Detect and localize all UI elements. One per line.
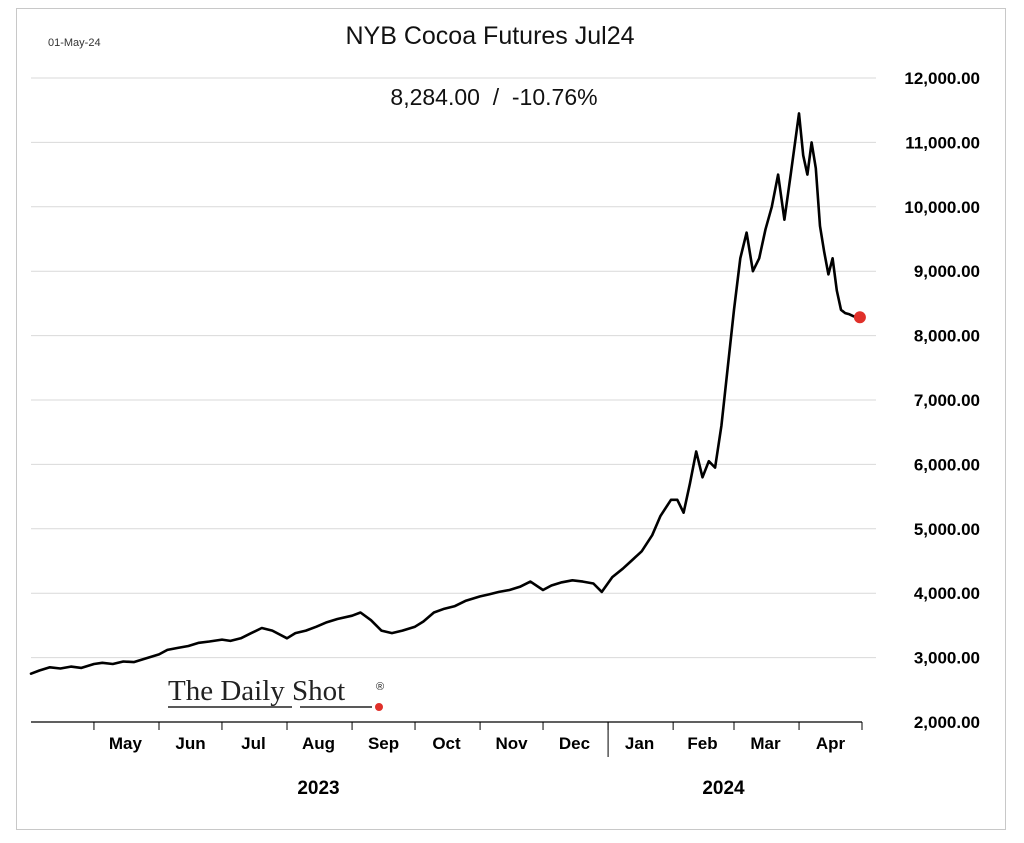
year-label: 2024 [702,778,745,799]
y-tick-labels: 2,000.00 3,000.00 4,000.00 5,000.00 6,000.00… [904,69,980,732]
y-tick-label: 12,000.00 [904,69,980,88]
x-tick-label: Dec [559,734,590,753]
x-tick-label: Nov [495,734,528,753]
date-stamp: 01-May-24 [48,37,101,49]
last-price-marker [853,311,866,324]
x-tick-label: Jul [241,734,266,753]
y-tick-label: 11,000.00 [905,133,980,152]
chart-frame [16,8,1006,830]
x-tick-label: Aug [302,734,335,753]
y-tick-label: 6,000.00 [914,455,980,474]
logo-text: The Daily Shot [168,675,345,707]
x-tick-label: May [109,734,143,753]
y-tick-label: 9,000.00 [914,262,980,281]
y-tick-label: 3,000.00 [914,649,980,668]
y-tick-label: 4,000.00 [914,584,980,603]
logo-registered-mark: ® [376,681,384,693]
y-tick-label: 5,000.00 [914,520,980,539]
x-tick-label: Feb [687,734,717,753]
chart-title: NYB Cocoa Futures Jul24 [345,22,634,50]
y-tick-label: 7,000.00 [914,391,980,410]
x-tick-label: Oct [432,734,461,753]
x-tick-label: Sep [368,734,399,753]
chart-subtitle: 8,284.00 / -10.76% [390,84,597,110]
y-tick-label: 2,000.00 [914,713,980,732]
series-layer [29,112,866,676]
x-tick-label: Mar [750,734,781,753]
gridlines [31,77,876,659]
logo-red-dot [375,703,383,711]
year-label: 2023 [297,778,339,799]
price-line [29,112,862,676]
x-tick-label: Jan [625,734,654,753]
y-tick-label: 8,000.00 [914,327,980,346]
x-tick-label: Jun [175,734,205,753]
y-tick-label: 10,000.00 [904,198,980,217]
axes [31,721,863,757]
x-tick-label: Apr [816,734,846,753]
daily-shot-logo: The Daily Shot ® [168,675,384,711]
x-tick-labels: May Jun Jul Aug Sep Oct Nov Dec Jan Feb Mar Apr 2023… [109,734,846,799]
